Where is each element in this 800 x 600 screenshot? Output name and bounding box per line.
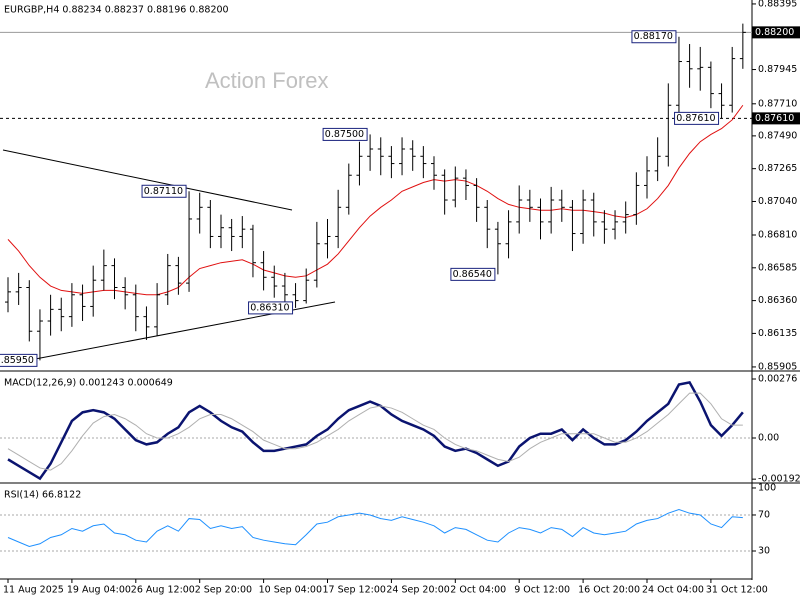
series-line xyxy=(7,509,743,548)
x-tick-label: 24 Sep 20:00 xyxy=(386,585,449,596)
x-tick-label: 24 Oct 04:00 xyxy=(642,585,704,596)
annotation-label: 0.85950 xyxy=(0,355,34,366)
annotation-label: 0.87610 xyxy=(676,113,715,124)
x-tick-label: 2 Sep 20:00 xyxy=(195,585,252,596)
panel-title: EURGBP,H4 0.88234 0.88237 0.88196 0.8820… xyxy=(4,5,229,16)
panel-title: MACD(12,26,9) 0.001243 0.000649 xyxy=(4,378,173,389)
annotation-label: 0.88170 xyxy=(634,31,673,42)
y-tick-label: 0.87490 xyxy=(758,130,797,141)
series-line xyxy=(7,392,743,471)
y-tick-label: 0.87945 xyxy=(758,64,797,75)
annotation-box xyxy=(0,353,38,367)
y-tick-label: 0.87710 xyxy=(758,98,797,109)
annotation-box xyxy=(674,111,720,125)
annotation-label: 0.86540 xyxy=(453,269,492,280)
annotation-box xyxy=(631,30,677,44)
x-tick-label: 19 Aug 04:00 xyxy=(67,585,131,596)
annotation-box xyxy=(450,267,496,281)
x-tick-label: 11 Aug 2025 xyxy=(3,585,64,596)
price-label-box xyxy=(752,112,800,125)
y-tick-label: 30 xyxy=(758,545,770,556)
annotation-box xyxy=(322,127,368,141)
moving-average xyxy=(7,104,744,296)
x-tick-label: 16 Oct 20:00 xyxy=(578,585,640,596)
y-tick-label: 0.85905 xyxy=(758,361,797,372)
y-tick-label: 0.86810 xyxy=(758,230,797,241)
y-tick-label: 0.87040 xyxy=(758,196,797,207)
x-tick-label: 2 Oct 04:00 xyxy=(450,585,506,596)
y-tick-label: -0.001925 xyxy=(758,474,800,485)
annotation-label: 0.87110 xyxy=(144,186,183,197)
y-tick-label: 0.87265 xyxy=(758,163,797,174)
price-label: 0.87610 xyxy=(755,113,794,124)
annotation-box xyxy=(248,301,294,315)
x-tick-label: 10 Sep 04:00 xyxy=(259,585,322,596)
price-label-box xyxy=(752,26,800,39)
y-tick-label: 100 xyxy=(758,482,776,493)
y-tick-label: 0.86360 xyxy=(758,295,797,306)
annotation-box xyxy=(141,184,187,198)
y-tick-label: 0.86135 xyxy=(758,328,797,339)
x-tick-label: 26 Aug 12:00 xyxy=(131,585,195,596)
y-tick-label: 0.00 xyxy=(758,432,779,443)
y-tick-label: 0.00276 xyxy=(758,373,797,384)
x-tick-label: 17 Sep 12:00 xyxy=(323,585,386,596)
y-tick-label: 0.86585 xyxy=(758,262,797,273)
watermark: Action Forex xyxy=(205,68,329,93)
annotation-label: 0.87500 xyxy=(325,129,364,140)
x-tick-label: 9 Oct 12:00 xyxy=(514,585,570,596)
x-tick-label: 31 Oct 12:00 xyxy=(706,585,768,596)
price-label: 0.88200 xyxy=(755,27,794,38)
y-tick-label: 70 xyxy=(758,509,770,520)
trend-line xyxy=(2,149,293,211)
panel-title: RSI(14) 66.8122 xyxy=(4,490,81,501)
annotation-label: 0.86310 xyxy=(250,302,289,313)
y-tick-label: 0.88395 xyxy=(758,0,797,9)
